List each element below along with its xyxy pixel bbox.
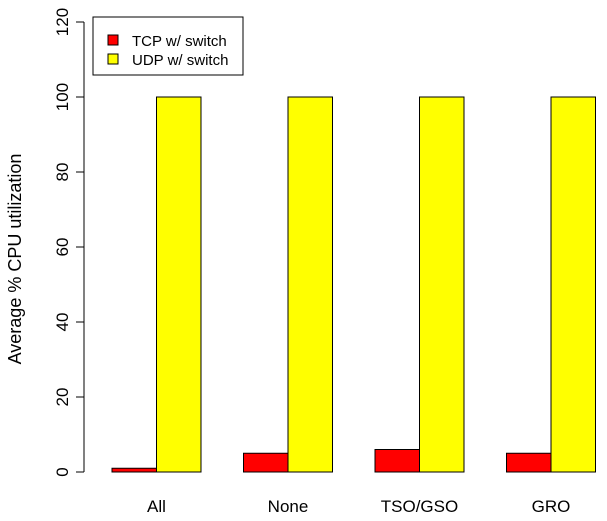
y-tick-label: 20 bbox=[53, 388, 72, 407]
y-tick-label: 100 bbox=[53, 83, 72, 111]
bar-tcp-tso-gso bbox=[374, 449, 420, 473]
bar-tcp-none bbox=[243, 452, 289, 473]
legend: TCP w/ switch UDP w/ switch bbox=[92, 16, 244, 76]
legend-label-udp: UDP w/ switch bbox=[132, 52, 228, 69]
bar-udp-all bbox=[156, 96, 202, 473]
legend-box bbox=[92, 16, 244, 76]
category-label: All bbox=[147, 497, 166, 516]
category-label: TSO/GSO bbox=[381, 497, 458, 516]
bar-udp-tso-gso bbox=[419, 96, 465, 473]
category-label: None bbox=[268, 497, 309, 516]
bar-udp-none bbox=[287, 96, 333, 473]
y-axis: 0 20 40 60 80 100 120 bbox=[53, 8, 85, 477]
y-axis-label: Average % CPU utilization bbox=[5, 154, 25, 365]
bars-group bbox=[111, 96, 596, 473]
y-tick-label: 40 bbox=[53, 313, 72, 332]
category-labels: All None TSO/GSO GRO bbox=[147, 497, 570, 516]
legend-swatch-udp bbox=[107, 53, 119, 65]
y-tick-label: 0 bbox=[53, 467, 72, 476]
y-tick-label: 120 bbox=[53, 8, 72, 36]
bar-udp-gro bbox=[550, 96, 596, 473]
y-tick-label: 60 bbox=[53, 238, 72, 257]
legend-swatch-tcp bbox=[107, 34, 119, 46]
category-label: GRO bbox=[532, 497, 571, 516]
y-tick-label: 80 bbox=[53, 163, 72, 182]
bar-tcp-all bbox=[111, 467, 157, 473]
bar-tcp-gro bbox=[506, 452, 552, 473]
legend-label-tcp: TCP w/ switch bbox=[132, 33, 227, 50]
